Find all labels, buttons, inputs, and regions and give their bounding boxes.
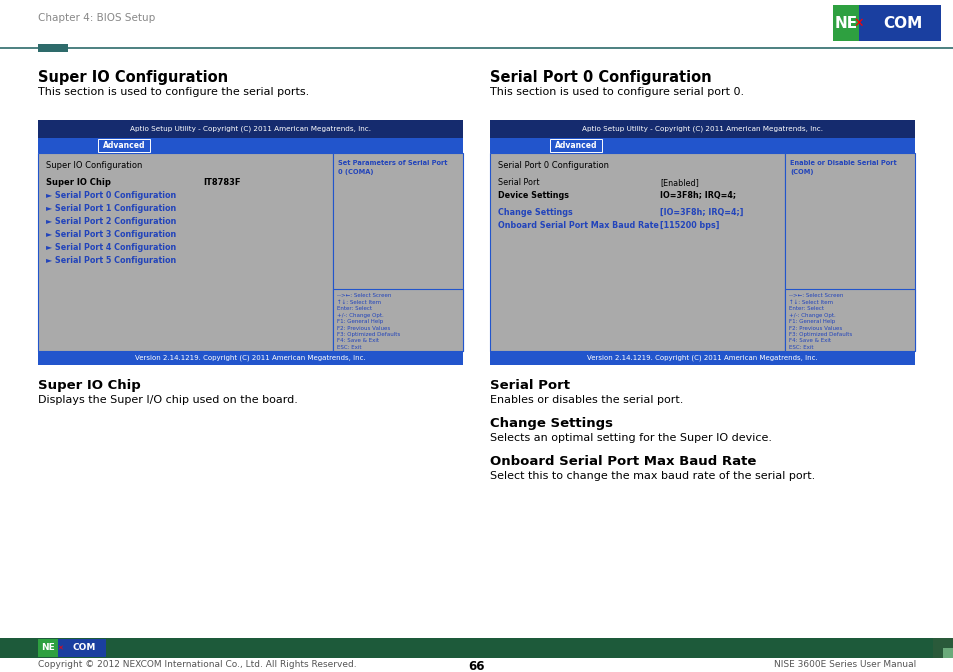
Text: [Enabled]: [Enabled] bbox=[659, 178, 699, 187]
Text: ► Serial Port 4 Configuration: ► Serial Port 4 Configuration bbox=[46, 243, 176, 252]
Text: Advanced: Advanced bbox=[554, 141, 597, 150]
Text: Select this to change the max baud rate of the serial port.: Select this to change the max baud rate … bbox=[490, 471, 815, 481]
Bar bbox=[333, 153, 462, 351]
Text: ↑↓: Select Item: ↑↓: Select Item bbox=[788, 300, 832, 304]
Bar bbox=[832, 5, 940, 41]
Text: Enter: Select: Enter: Select bbox=[336, 306, 372, 311]
Bar bbox=[832, 5, 858, 41]
Text: Advanced: Advanced bbox=[103, 141, 145, 150]
Text: Super IO Chip: Super IO Chip bbox=[46, 178, 111, 187]
Text: ✕: ✕ bbox=[853, 17, 863, 30]
Text: [115200 bps]: [115200 bps] bbox=[659, 221, 719, 230]
Text: Selects an optimal setting for the Super IO device.: Selects an optimal setting for the Super… bbox=[490, 433, 771, 443]
Text: Copyright © 2012 NEXCOM International Co., Ltd. All Rights Reserved.: Copyright © 2012 NEXCOM International Co… bbox=[38, 660, 356, 669]
Bar bbox=[490, 351, 914, 365]
Bar bbox=[38, 639, 106, 657]
Text: Serial Port: Serial Port bbox=[497, 178, 539, 187]
Text: Displays the Super I/O chip used on the board.: Displays the Super I/O chip used on the … bbox=[38, 395, 297, 405]
Text: F1: General Help: F1: General Help bbox=[788, 319, 835, 324]
Bar bbox=[38, 351, 462, 365]
Text: Enter: Select: Enter: Select bbox=[788, 306, 823, 311]
Text: F3: Optimized Defaults: F3: Optimized Defaults bbox=[788, 332, 851, 337]
Text: This section is used to configure the serial ports.: This section is used to configure the se… bbox=[38, 87, 309, 97]
Text: COM: COM bbox=[882, 15, 922, 30]
Bar bbox=[38, 153, 333, 351]
Text: ► Serial Port 5 Configuration: ► Serial Port 5 Configuration bbox=[46, 256, 176, 265]
Text: ► Serial Port 3 Configuration: ► Serial Port 3 Configuration bbox=[46, 230, 176, 239]
Bar bbox=[784, 153, 914, 351]
Bar bbox=[550, 139, 601, 152]
Text: -->←: Select Screen: -->←: Select Screen bbox=[336, 293, 391, 298]
Text: F4: Save & Exit: F4: Save & Exit bbox=[788, 339, 830, 343]
Text: 66: 66 bbox=[468, 660, 485, 672]
Text: NE: NE bbox=[41, 644, 55, 653]
Bar bbox=[38, 138, 462, 153]
Bar bbox=[38, 44, 68, 52]
Text: NE: NE bbox=[834, 15, 857, 30]
Text: Super IO Configuration: Super IO Configuration bbox=[38, 70, 228, 85]
Text: +/-: Change Opt.: +/-: Change Opt. bbox=[788, 312, 835, 317]
Text: ESC: Exit: ESC: Exit bbox=[336, 345, 361, 350]
Text: Version 2.14.1219. Copyright (C) 2011 American Megatrends, Inc.: Version 2.14.1219. Copyright (C) 2011 Am… bbox=[135, 355, 366, 362]
Bar bbox=[942, 648, 952, 658]
Text: ► Serial Port 2 Configuration: ► Serial Port 2 Configuration bbox=[46, 217, 176, 226]
Text: F3: Optimized Defaults: F3: Optimized Defaults bbox=[336, 332, 400, 337]
Text: F2: Previous Values: F2: Previous Values bbox=[788, 325, 841, 331]
Bar bbox=[38, 639, 58, 657]
Text: Onboard Serial Port Max Baud Rate: Onboard Serial Port Max Baud Rate bbox=[497, 221, 659, 230]
Bar bbox=[932, 648, 942, 658]
Text: ✕: ✕ bbox=[57, 645, 63, 651]
Bar bbox=[932, 638, 942, 648]
Text: Serial Port 0 Configuration: Serial Port 0 Configuration bbox=[497, 161, 608, 170]
Text: Aptio Setup Utility - Copyright (C) 2011 American Megatrends, Inc.: Aptio Setup Utility - Copyright (C) 2011… bbox=[581, 126, 822, 132]
Bar bbox=[98, 139, 150, 152]
Text: ESC: Exit: ESC: Exit bbox=[788, 345, 813, 350]
Bar bbox=[38, 120, 462, 138]
Text: -->←: Select Screen: -->←: Select Screen bbox=[788, 293, 842, 298]
Bar bbox=[490, 138, 914, 153]
Bar bbox=[942, 638, 952, 648]
Bar bbox=[490, 120, 914, 138]
Text: [IO=3F8h; IRQ=4;]: [IO=3F8h; IRQ=4;] bbox=[659, 208, 742, 217]
Text: Serial Port 0 Configuration: Serial Port 0 Configuration bbox=[490, 70, 711, 85]
Text: Device Settings: Device Settings bbox=[497, 191, 568, 200]
Text: Version 2.14.1219. Copyright (C) 2011 American Megatrends, Inc.: Version 2.14.1219. Copyright (C) 2011 Am… bbox=[586, 355, 817, 362]
Text: COM: COM bbox=[72, 644, 95, 653]
Text: Aptio Setup Utility - Copyright (C) 2011 American Megatrends, Inc.: Aptio Setup Utility - Copyright (C) 2011… bbox=[130, 126, 371, 132]
Text: Enables or disables the serial port.: Enables or disables the serial port. bbox=[490, 395, 682, 405]
Text: This section is used to configure serial port 0.: This section is used to configure serial… bbox=[490, 87, 743, 97]
Text: Serial Port: Serial Port bbox=[490, 379, 569, 392]
Text: F4: Save & Exit: F4: Save & Exit bbox=[336, 339, 378, 343]
Text: Enable or Disable Serial Port
(COM): Enable or Disable Serial Port (COM) bbox=[789, 160, 896, 175]
Text: F1: General Help: F1: General Help bbox=[336, 319, 383, 324]
Text: ↑↓: Select Item: ↑↓: Select Item bbox=[336, 300, 381, 304]
Text: NISE 3600E Series User Manual: NISE 3600E Series User Manual bbox=[773, 660, 915, 669]
Bar bbox=[333, 289, 462, 351]
Text: +/-: Change Opt.: +/-: Change Opt. bbox=[336, 312, 383, 317]
Text: IO=3F8h; IRQ=4;: IO=3F8h; IRQ=4; bbox=[659, 191, 736, 200]
Bar bbox=[784, 289, 914, 351]
Text: IT8783F: IT8783F bbox=[203, 178, 240, 187]
Bar bbox=[490, 153, 784, 351]
Text: Super IO Chip: Super IO Chip bbox=[38, 379, 141, 392]
Text: Change Settings: Change Settings bbox=[490, 417, 613, 430]
Text: ► Serial Port 0 Configuration: ► Serial Port 0 Configuration bbox=[46, 191, 176, 200]
Bar bbox=[0, 638, 953, 658]
Text: Set Parameters of Serial Port
0 (COMA): Set Parameters of Serial Port 0 (COMA) bbox=[337, 160, 447, 175]
Text: Onboard Serial Port Max Baud Rate: Onboard Serial Port Max Baud Rate bbox=[490, 455, 756, 468]
Text: Chapter 4: BIOS Setup: Chapter 4: BIOS Setup bbox=[38, 13, 155, 23]
Text: Change Settings: Change Settings bbox=[497, 208, 572, 217]
Text: F2: Previous Values: F2: Previous Values bbox=[336, 325, 390, 331]
Text: Super IO Configuration: Super IO Configuration bbox=[46, 161, 142, 170]
Text: ► Serial Port 1 Configuration: ► Serial Port 1 Configuration bbox=[46, 204, 176, 213]
